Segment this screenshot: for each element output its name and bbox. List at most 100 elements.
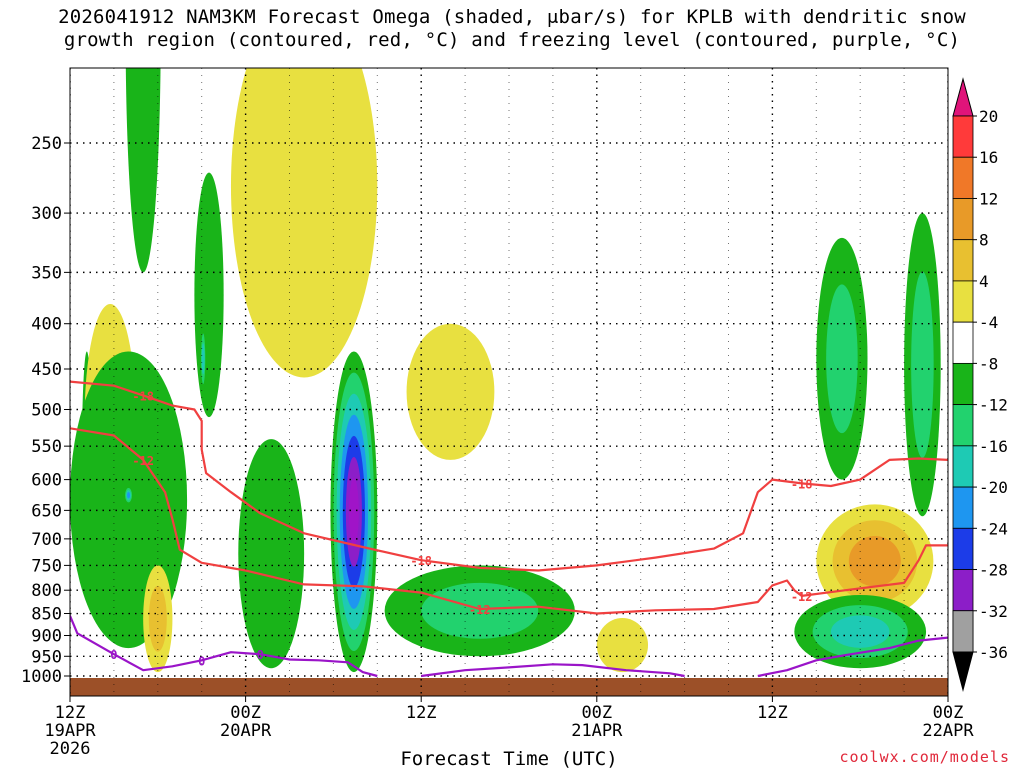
contour-label: -18 [410,554,432,568]
x-axis-label: Forecast Time (UTC) [400,748,617,768]
colorbar-swatch [952,362,974,406]
colorbar-swatch [952,527,974,570]
contour-label: -18 [132,389,154,403]
terrain-fill [70,678,948,696]
colorbar-label: -16 [979,437,1008,456]
freezing-level-contour [421,663,685,678]
freezing-level-contour [70,615,378,678]
omega-contour-fill [406,323,495,460]
omega-region-early-ascent-blue-core [124,485,133,505]
x-tick-label: 00Z [230,703,261,723]
contour-lines: -18 -18 -18 -12 -12 -12 0 0 0 [70,380,948,678]
colorbar-swatch [952,569,974,612]
contour-label: 0 [198,654,205,668]
terrain-layer [70,678,948,696]
y-tick-label: 800 [31,581,62,601]
omega-contour-fill [238,439,305,669]
omega-region-low-level-green-band [384,565,575,657]
colorbar-swatch [952,404,974,447]
y-tick-label: 650 [31,501,62,521]
colorbar-swatch [952,115,974,158]
contour-label: -18 [791,477,813,491]
colorbar-label: -4 [979,313,998,332]
colorbar-swatch [952,156,974,199]
colorbar-top-arrow [952,77,974,117]
y-tick-label: 600 [31,471,62,491]
y-tick-label: 350 [31,263,62,283]
contour-label: -12 [469,603,491,617]
y-tick-label: 400 [31,315,62,335]
y-tick-label: 750 [31,556,62,576]
omega-region-upper-yellow-sinking [230,68,378,378]
x-tick-date: 21APR [571,721,623,741]
omega-contour-fill [596,618,649,673]
y-tick-label: 900 [31,626,62,646]
omega-region-hour10-green-tower [194,172,224,418]
grid-lines [70,68,948,696]
chart-title: 2026041912 NAM3KM Forecast Omega (shaded… [0,6,1024,52]
omega-region-late-low-green [794,594,927,669]
x-tick-label: 12Z [406,703,437,723]
colorbar-label: -8 [979,354,998,373]
omega-region-mid-level-green [238,439,305,669]
colorbar-swatch [952,486,974,529]
colorbar-label: -20 [979,478,1008,497]
plot-frame [69,67,949,697]
contour-label: -12 [791,590,813,604]
x-tick-year: 2026 [50,739,91,759]
colorbar-label: -32 [979,602,1008,621]
colorbar-label: -24 [979,519,1008,538]
credit-text: coolwx.com/models [839,748,1010,766]
omega-contour-fill [230,68,378,378]
x-tick-label: 00Z [581,703,612,723]
contour-label: 0 [110,648,117,662]
dgz-contour--18 [70,380,948,572]
omega-region-late-upper-green [816,237,868,480]
omega-contour-fill [830,615,890,648]
y-tick-label: 300 [31,204,62,224]
x-tick-label: 12Z [55,703,86,723]
y-tick-label: 700 [31,530,62,550]
x-tick-date: 22APR [922,721,974,741]
y-tick-label: 850 [31,605,62,625]
omega-region-late-warm-core [816,504,934,619]
colorbar-bottom-arrow [952,651,974,692]
freezing-level-contour [757,636,948,678]
y-axis: 2503003504004505005506006507007508008509… [21,134,70,687]
x-tick-date: 20APR [220,721,272,741]
colorbar-swatch [952,445,974,488]
y-tick-label: 1000 [21,667,62,687]
omega-contour-fill [848,535,901,587]
y-tick-label: 950 [31,647,62,667]
colorbar-label: -28 [979,561,1008,580]
omega-region-upper-green-plume [125,68,161,273]
omega-region-hour19-narrow-ascent [330,351,378,673]
colorbar-swatch [952,610,974,653]
omega-contour-fill [125,68,161,273]
y-tick-label: 450 [31,360,62,380]
omega-contour-fill [421,582,539,639]
omega-contour-fill [127,491,131,499]
colorbar-swatch [952,239,974,282]
colorbar-swatch [952,198,974,241]
omega-contour-fill [194,172,224,418]
colorbar-label: 16 [979,148,998,167]
y-tick-label: 500 [31,401,62,421]
y-tick-label: 250 [31,134,62,154]
x-tick-label: 12Z [757,703,788,723]
chart-title-line2: growth region (contoured, red, °C) and f… [63,29,961,51]
omega-region-scattered-yellow [406,323,495,460]
contour-label: 0 [257,648,264,662]
y-tick-label: 550 [31,437,62,457]
omega-contour-fill [148,585,167,652]
colorbar: 20 16 12 8 4 -4 -8 -12 -16 -20 -24 -28 -32 -36 [952,77,1008,692]
x-tick-label: 00Z [933,703,964,723]
colorbar-label: 20 [979,107,998,126]
colorbar-label: -36 [979,643,1008,662]
colorbar-label: -12 [979,396,1008,415]
colorbar-label: 4 [979,272,989,291]
chart-title-line1: 2026041912 NAM3KM Forecast Omega (shaded… [58,6,966,28]
omega-contour-fill [348,478,359,546]
